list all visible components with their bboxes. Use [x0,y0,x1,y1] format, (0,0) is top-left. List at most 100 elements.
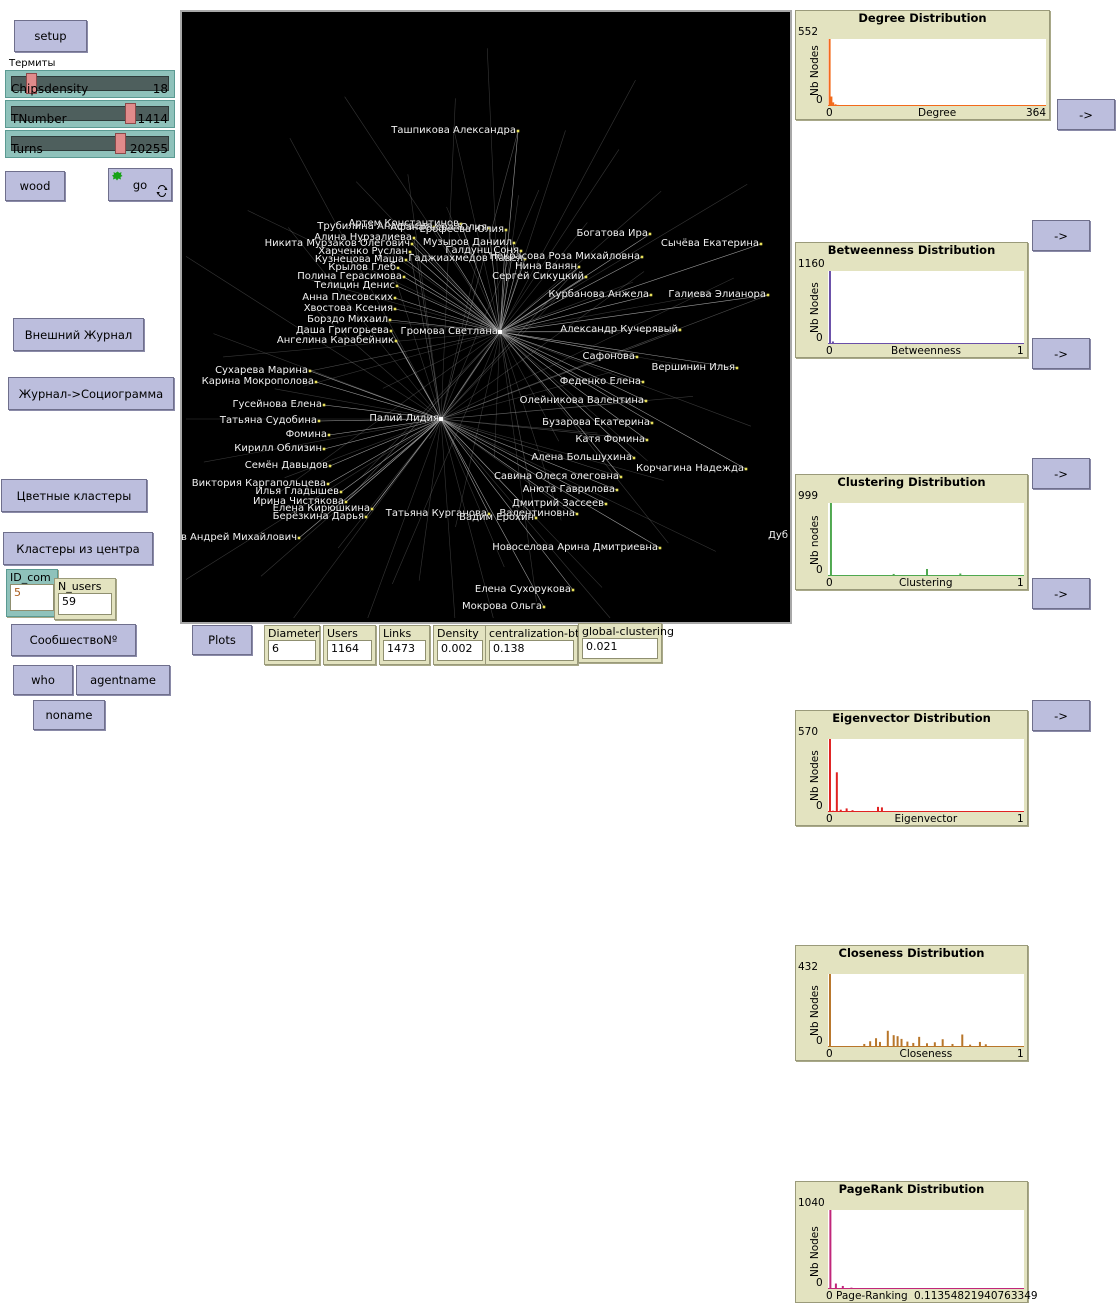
plot-canvas [828,739,1024,812]
network-node-label: Крылов Глеб [328,262,396,273]
monitor-centralization-btw-value: 0.138 [489,640,574,661]
network-node [519,249,523,253]
network-node [648,232,652,236]
plot-title: Degree Distribution [858,11,987,25]
plot-y-axis-label: Nb Nodes [809,750,821,802]
slider-track[interactable] [11,136,169,151]
agentname-button[interactable]: agentname [76,665,170,695]
network-node [766,293,770,297]
color-clusters-button[interactable]: Цветные кластеры [1,479,147,512]
plot-arrow-button-2[interactable]: -> [1032,338,1090,369]
network-node-label: Сухарева Марина [215,365,308,376]
plot-x-axis-label: Eigenvector [894,813,958,825]
plot-y-axis-label: Nb Nodes [809,985,821,1037]
network-node [364,515,368,519]
plot-title: PageRank Distribution [838,1182,985,1196]
plot-x-axis-label: Degree [918,107,957,119]
network-node-label: Анюта Гаврилова [522,484,615,495]
plot-arrow-button-0[interactable]: -> [1057,99,1115,130]
slider-thumb[interactable] [26,73,38,94]
community-number-button[interactable]: СообшествоNº [11,624,136,656]
plot-clustering-distribution[interactable]: Clustering Distribution 999 0 Nb nodes 0 Clus… [795,474,1028,590]
plot-pagerank-distribution[interactable]: PageRank Distribution 1040 0 Nb Nodes 0 Page-… [795,1181,1038,1303]
plot-closeness-distribution[interactable]: Closeness Distribution 432 0 Nb Nodes 0 Close… [795,945,1028,1061]
plot-x-max-label: 0.11354821940763349 [914,1290,1038,1302]
who-button[interactable]: who [13,665,73,695]
plot-title: Closeness Distribution [838,946,985,960]
network-node [632,456,636,460]
plot-canvas [828,271,1024,344]
network-node-label: Елена Сухорукова [474,584,571,595]
network-node-label: Фомина [285,429,327,440]
plot-x-min-label: 0 [826,1048,833,1060]
slider-turns[interactable]: Turns 20255 [5,130,175,158]
plot-degree-distribution[interactable]: Degree Distribution 552 0 Nb Nodes 0 Degree 36… [795,10,1050,120]
network-node [394,339,398,343]
monitor-diameter: Diameter 6 [264,625,320,665]
external-log-button[interactable]: Внешний Журнал [13,318,144,351]
network-node-label: Кузнецова Маша [314,254,404,265]
network-node-label: Алина Нурзалиева [314,232,412,243]
network-node-label: Семён Давыдов [244,460,328,471]
clusters-from-center-button[interactable]: Кластеры из центра [3,532,153,565]
go-button[interactable]: go [108,168,172,201]
plot-arrow-button-5[interactable]: -> [1032,700,1090,731]
network-node-label: Сафонова [582,351,635,362]
network-node-label: Александр Кучерявый [560,324,678,335]
setup-button[interactable]: setup [14,20,87,52]
noname-button[interactable]: noname [33,700,105,730]
network-node [542,605,546,609]
network-node-label: Новоселова Арина Дмитриевна [492,542,658,553]
network-node [339,490,343,494]
plot-canvas [828,39,1046,106]
monitor-id-com-title: ID_com [10,571,51,584]
slider-chipsdensity[interactable]: Chipsdensity 18 [5,70,175,98]
network-node [314,380,318,384]
network-node [577,265,581,269]
network-node-label: Валентиновна [499,508,575,519]
network-node-label: Полина Герасимова [297,271,402,282]
network-node-label: Галдунц Соня [445,245,519,256]
network-node [649,293,653,297]
plots-button[interactable]: Plots [192,625,252,655]
network-node [640,255,644,259]
turtle-icon [112,171,123,181]
network-node [604,502,608,506]
monitor-id-com-value: 5 [10,584,54,611]
plot-title: Clustering Distribution [837,475,986,489]
network-node [644,399,648,403]
network-graph-world[interactable]: Ташпикова Александра Трубилина Анастасия А… [180,10,792,624]
plot-x-axis-label: Page-Ranking [836,1290,908,1302]
log-to-sociogram-button-label: Журнал->Социограмма [18,386,164,401]
slider-label: Turns [11,142,43,156]
network-node [641,380,645,384]
network-node-label: Татьяна Судобина [219,415,317,426]
slider-thumb[interactable] [115,133,127,154]
slider-thumb[interactable] [125,103,137,124]
network-node [326,482,330,486]
plot-arrow-button-label: -> [1054,586,1068,601]
plot-eigenvector-distribution[interactable]: Eigenvector Distribution 570 0 Nb Nodes 0 Eig… [795,710,1028,826]
slider-track[interactable] [11,76,169,91]
wood-button[interactable]: wood [5,171,65,201]
wood-button-label: wood [19,179,51,193]
plot-arrow-button-1[interactable]: -> [1032,220,1090,251]
slider-label: Chipsdensity [11,82,89,96]
plot-x-min-label: 0 [826,813,833,825]
network-node-label: Ангелина Карабейник [276,335,394,346]
plot-y-max-label: 552 [798,26,819,38]
setup-button-label: setup [34,29,67,43]
network-node [584,275,588,279]
network-node-label: Ирина Чистякова [252,496,344,507]
plot-betweenness-distribution[interactable]: Betweenness Distribution 1160 0 Nb Nodes 0 Be… [795,242,1028,358]
plot-arrow-button-3[interactable]: -> [1032,458,1090,489]
plot-y-axis-label: Nb Nodes [809,45,821,96]
plot-arrow-button-4[interactable]: -> [1032,578,1090,609]
slider-tnumber[interactable]: TNumber 1414 [5,100,175,128]
plot-y-min-label: 0 [816,1277,823,1289]
log-to-sociogram-button[interactable]: Журнал->Социограмма [8,377,174,410]
network-edges [185,48,770,619]
network-hub-node [439,417,443,421]
monitor-density-value: 0.002 [437,640,483,661]
plot-title: Betweenness Distribution [827,243,996,257]
